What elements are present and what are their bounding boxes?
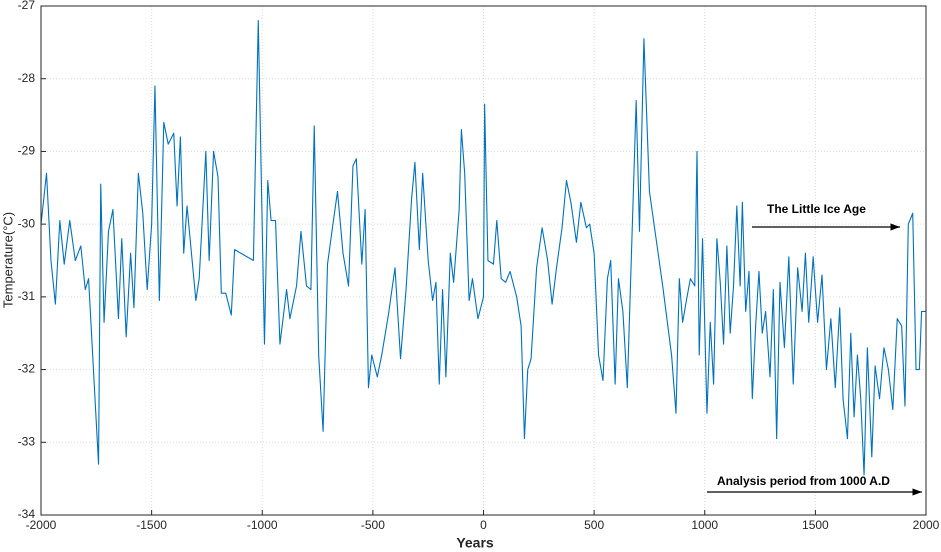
y-tick-label: -33 [18,434,36,448]
y-tick-label: -27 [18,0,36,12]
y-tick-label: -31 [18,289,36,303]
annotation: The Little Ice Age [767,202,866,216]
x-tick-label: 1500 [802,518,829,532]
plot [40,19,926,476]
annotation: Analysis period from 1000 A.D [717,474,890,488]
x-tick-label: 2000 [913,518,940,532]
data-line [40,19,926,476]
x-axis-label: Years [456,535,494,551]
x-tick-label: 1000 [691,518,718,532]
y-tick-label: -29 [18,144,36,158]
x-tick-label: -1500 [136,518,167,532]
y-tick-label: -32 [18,362,36,376]
x-tick-label: -1000 [247,518,278,532]
x-tick-label: 500 [584,518,604,532]
y-tick-label: -28 [18,71,36,85]
y-axis-label: Temperature(°C) [0,212,15,308]
x-tick-label: 0 [480,518,487,532]
x-tick-label: -500 [361,518,385,532]
y-tick-label: -30 [18,216,36,230]
x-tick-label: -2000 [26,518,57,532]
y-tick-label: -34 [18,507,36,521]
